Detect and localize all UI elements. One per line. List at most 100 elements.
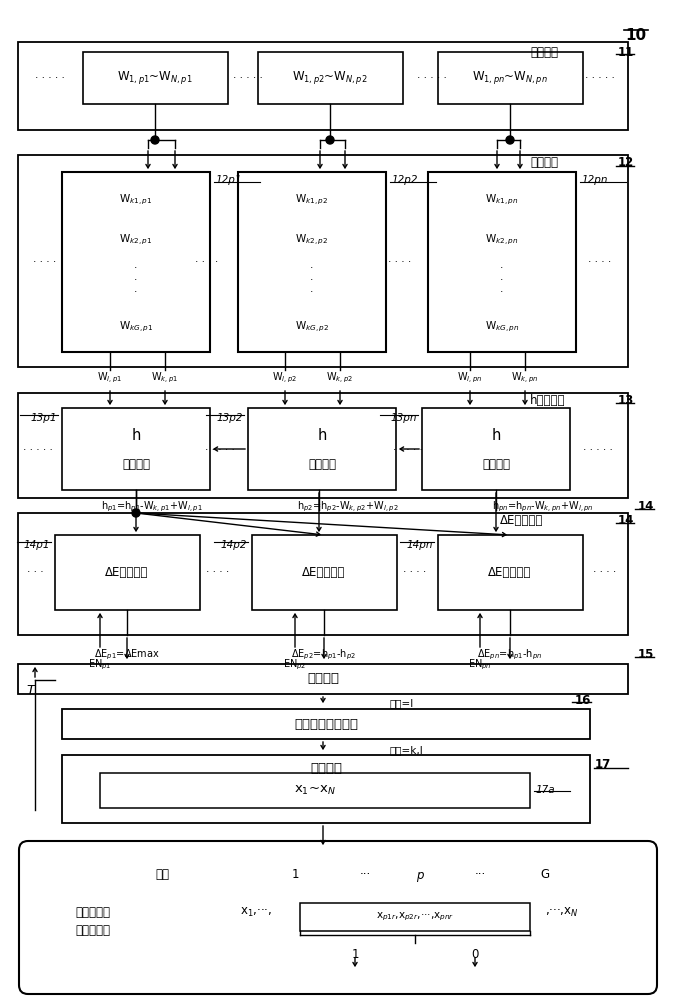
Text: W$_{k1,pn}$: W$_{k1,pn}$: [485, 193, 519, 207]
Text: h生成单元: h生成单元: [530, 393, 566, 406]
Text: · · · · ·: · · · · ·: [585, 73, 615, 83]
FancyBboxPatch shape: [19, 841, 657, 994]
Text: · · · · ·: · · · · ·: [233, 73, 263, 83]
Text: 14: 14: [638, 500, 654, 514]
Text: · · · ·: · · · ·: [389, 257, 412, 267]
Text: 状态变量：: 状态变量：: [75, 906, 110, 918]
Text: W$_{l,p2}$: W$_{l,p2}$: [273, 371, 298, 385]
Text: x$_1$~x$_N$: x$_1$~x$_N$: [294, 783, 336, 797]
Text: EN$_{pn}$: EN$_{pn}$: [468, 658, 492, 672]
Bar: [18, 513, 628, 635]
Text: W$_{kG,pn}$: W$_{kG,pn}$: [485, 320, 519, 334]
Text: W$_{k2,p1}$: W$_{k2,p1}$: [120, 233, 153, 247]
Text: 13: 13: [618, 393, 635, 406]
Text: W$_{1,pn}$~W$_{N,pn}$: W$_{1,pn}$~W$_{N,pn}$: [472, 70, 548, 87]
Circle shape: [151, 136, 159, 144]
Text: 存储单元: 存储单元: [530, 156, 558, 169]
Bar: [248, 408, 396, 490]
Text: W$_{k2,pn}$: W$_{k2,pn}$: [485, 233, 519, 247]
Text: p: p: [416, 868, 423, 882]
Text: · · · ·: · · · ·: [195, 257, 219, 267]
Text: G: G: [540, 868, 550, 882]
Text: 13p2: 13p2: [217, 413, 243, 423]
Text: 14p1: 14p1: [23, 540, 50, 550]
Text: h$_{p1}$=h$_{p1}$-W$_{k,p1}$+W$_{l,p1}$: h$_{p1}$=h$_{p1}$-W$_{k,p1}$+W$_{l,p1}$: [101, 500, 203, 514]
Text: 生成电路: 生成电路: [308, 458, 336, 472]
Text: 识别信息计算单元: 识别信息计算单元: [294, 718, 358, 730]
Text: 组：: 组：: [155, 868, 169, 882]
Text: 索引=k,l: 索引=k,l: [390, 745, 423, 755]
Text: W$_{k,p1}$: W$_{k,p1}$: [152, 371, 178, 385]
Text: ···: ···: [359, 868, 371, 882]
Text: ·
·
·: · · ·: [135, 263, 138, 297]
Text: 更新单元: 更新单元: [310, 762, 342, 774]
Bar: [18, 664, 628, 694]
Text: W$_{k,pn}$: W$_{k,pn}$: [512, 371, 539, 385]
Bar: [18, 393, 628, 498]
Text: 14p2: 14p2: [221, 540, 247, 550]
Text: ΔE计算电路: ΔE计算电路: [488, 566, 531, 578]
Text: ΔE$_{p2}$=h$_{p1}$-h$_{p2}$: ΔE$_{p2}$=h$_{p1}$-h$_{p2}$: [292, 648, 357, 662]
Text: W$_{l,p1}$: W$_{l,p1}$: [98, 371, 122, 385]
Bar: [300, 903, 530, 931]
Text: 索引=l: 索引=l: [390, 698, 415, 708]
Text: W$_{kG,p1}$: W$_{kG,p1}$: [119, 320, 153, 334]
Bar: [258, 52, 403, 104]
Text: 1: 1: [351, 948, 359, 962]
Text: h: h: [491, 428, 501, 444]
Text: 生成电路: 生成电路: [122, 458, 150, 472]
Text: 选择单元: 选择单元: [307, 672, 339, 686]
Bar: [18, 42, 628, 130]
Text: 12pn: 12pn: [581, 175, 607, 185]
Text: T: T: [26, 684, 34, 696]
Bar: [438, 535, 583, 610]
Text: 14: 14: [618, 514, 635, 526]
Bar: [62, 408, 210, 490]
Text: · · ·: · · ·: [27, 567, 43, 577]
Text: ·
·
·: · · ·: [310, 263, 313, 297]
Text: · · · ·: · · · ·: [33, 257, 57, 267]
Bar: [18, 155, 628, 367]
Text: ΔE计算电路: ΔE计算电路: [105, 566, 149, 578]
Text: 16: 16: [575, 694, 591, 706]
Text: · · · · ·: · · · · ·: [23, 445, 53, 455]
Text: h$_{p2}$=h$_{p2}$-W$_{k,p2}$+W$_{l,p2}$: h$_{p2}$=h$_{p2}$-W$_{k,p2}$+W$_{l,p2}$: [297, 500, 399, 514]
Text: 13p1: 13p1: [31, 413, 57, 423]
Text: 12p1: 12p1: [215, 175, 242, 185]
Text: W$_{1,p1}$~W$_{N,p1}$: W$_{1,p1}$~W$_{N,p1}$: [117, 70, 193, 87]
Text: ΔE计算电路: ΔE计算电路: [303, 566, 346, 578]
Text: ·
·
·: · · ·: [501, 263, 503, 297]
Text: · · · ·: · · · ·: [594, 567, 617, 577]
Bar: [252, 535, 397, 610]
Text: 生成电路: 生成电路: [482, 458, 510, 472]
Bar: [238, 172, 386, 352]
Bar: [438, 52, 583, 104]
Circle shape: [506, 136, 514, 144]
Text: ΔE$_{pn}$=h$_{p1}$-h$_{pn}$: ΔE$_{pn}$=h$_{p1}$-h$_{pn}$: [477, 648, 542, 662]
Bar: [55, 535, 200, 610]
Bar: [422, 408, 570, 490]
Text: ···: ···: [475, 868, 486, 882]
Text: 17a: 17a: [535, 785, 555, 795]
Bar: [100, 773, 530, 808]
Text: EN$_{p2}$: EN$_{p2}$: [283, 658, 307, 672]
Text: x$_1$,···,: x$_1$,···,: [240, 905, 273, 919]
Text: ΔE计算单元: ΔE计算单元: [500, 514, 544, 526]
Bar: [83, 52, 228, 104]
Text: W$_{l,pn}$: W$_{l,pn}$: [458, 371, 483, 385]
Text: · · · · ·: · · · · ·: [35, 73, 65, 83]
Text: · · · ·: · · · ·: [206, 567, 229, 577]
Circle shape: [326, 136, 334, 144]
Text: 10: 10: [626, 28, 647, 43]
Text: （位的值）: （位的值）: [75, 924, 110, 936]
Text: 1: 1: [291, 868, 298, 882]
Text: W$_{k2,p2}$: W$_{k2,p2}$: [295, 233, 329, 247]
Text: · · · · ·: · · · · ·: [417, 73, 447, 83]
Text: 12p2: 12p2: [391, 175, 417, 185]
Circle shape: [132, 509, 140, 517]
Text: · · · · ·: · · · · ·: [393, 445, 423, 455]
Text: 15: 15: [638, 648, 654, 662]
Text: 17: 17: [595, 758, 611, 772]
Text: ΔE$_{p1}$=ΔEmax: ΔE$_{p1}$=ΔEmax: [94, 648, 160, 662]
Text: EN$_{p1}$: EN$_{p1}$: [88, 658, 112, 672]
